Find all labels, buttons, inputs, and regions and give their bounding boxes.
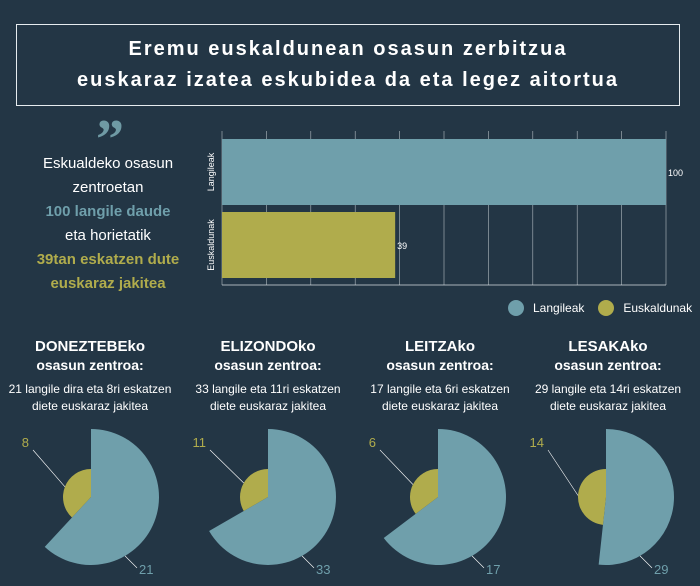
center-head-donezteb: DONEZTEBEko osasun zentroa: 21 langile d… [5,337,175,415]
bar-langileak [222,139,666,205]
pie-leader-line [639,555,653,569]
legend-item-langileak: Langileak [508,300,584,316]
center-subtitle: osasun zentroa: [36,357,144,373]
pie-leader-line [32,449,66,487]
center-desc-line-1: 17 langile eta 6ri eskatzen [370,382,510,396]
legend-label-euskaldunak: Euskaldunak [623,301,693,315]
pie-leader-line [379,449,414,485]
intro-highlight-3: euskaraz jakitea [50,275,166,292]
pie-chart-3: 17 6 [369,429,507,577]
center-subtitle: osasun zentroa: [554,357,662,373]
legend-item-euskaldunak: Euskaldunak [598,300,692,316]
center-desc: 17 langile eta 6ri eskatzen diete euskar… [355,381,525,415]
center-desc-line-2: diete euskaraz jakitea [549,399,667,413]
title-box: Eremu euskaldunean osasun zerbitzua eusk… [16,24,680,106]
intro-highlight-2: 39tan eskatzen dute [36,251,180,268]
pie-leader-line [124,555,138,569]
center-subtitle: osasun zentroa: [386,357,494,373]
pie-value-label: 8 [22,435,29,450]
pie-slice-langileak [44,429,159,565]
title-line-1: Eremu euskaldunean osasun zerbitzua [128,38,568,60]
legend-label-langileak: Langileak [533,301,585,315]
center-desc: 21 langile dira eta 8ri eskatzen diete e… [5,381,175,415]
center-head-leitza: LEITZAko osasun zentroa: 17 langile eta … [355,337,525,415]
intro-line-3: eta horietatik [65,227,151,244]
center-name: LESAKAko [568,338,648,355]
center-desc-line-2: diete euskaraz jakitea [381,399,499,413]
bar-chart: 100 Langileak 39 Euskaldunak [206,131,683,286]
pie-chart-4: 29 14 [530,429,675,577]
pie-slice-langileak [209,429,337,565]
pie-value-label: 17 [486,562,500,577]
pie-chart-1: 21 8 [22,429,159,577]
pie-slice-langileak [598,429,675,565]
pie-value-label: 33 [316,562,330,577]
pie-slice-euskaldunak [577,469,606,525]
pie-value-label: 11 [193,435,207,450]
center-head-elizondo: ELIZONDOko osasun zentroa: 33 langile et… [183,337,353,415]
legend-swatch-olive [598,300,615,316]
pie-value-label: 29 [654,562,668,577]
center-desc-line-1: 29 langile eta 14ri eskatzen [534,382,682,396]
legend-swatch-teal [508,300,524,316]
pie-slice-euskaldunak [240,469,268,511]
title-line-2: euskaraz izatea eskubidea da eta legez a… [77,69,619,91]
quote-icon: ” [96,109,124,171]
center-name: DONEZTEBEko [34,338,145,355]
intro-text: Eskualdeko osasun zentroetan 100 langile… [10,152,206,296]
pie-slice-langileak [383,429,507,565]
chart-legend: Langileak Euskaldunak [508,300,700,316]
center-desc-line-1: 21 langile dira eta 8ri eskatzen [8,382,172,396]
pie-leader-line [547,449,579,496]
pie-value-label: 21 [139,562,153,577]
pie-leader-line [471,555,485,569]
pie-chart-2: 33 11 [193,429,337,577]
pie-slice-euskaldunak [409,469,438,514]
intro-line-2: zentroetan [72,179,144,196]
intro-line-1: Eskualdeko osasun [42,155,174,172]
center-desc: 33 langile eta 11ri eskatzen diete euska… [183,381,353,415]
bar-value-label: 100 [668,168,683,178]
center-desc-line-2: diete euskaraz jakitea [31,399,149,413]
intro-highlight-1: 100 langile daude [45,203,171,220]
bar-euskaldunak [222,212,396,278]
center-name: ELIZONDOko [220,338,316,355]
center-subtitle: osasun zentroa: [214,357,322,373]
pie-slice-euskaldunak [62,469,91,518]
center-desc: 29 langile eta 14ri eskatzen diete euska… [523,381,693,415]
pie-value-label: 14 [530,435,544,450]
bar-value-label: 39 [397,241,407,251]
center-desc-line-2: diete euskaraz jakitea [209,399,327,413]
center-desc-line-1: 33 langile eta 11ri eskatzen [195,382,341,396]
pie-leader-line [209,449,244,484]
bar-category-label: Euskaldunak [206,219,216,271]
center-head-lesaka: LESAKAko osasun zentroa: 29 langile eta … [523,337,693,415]
center-name: LEITZAko [405,338,475,355]
pie-leader-line [301,555,315,569]
pie-value-label: 6 [369,435,376,450]
bar-category-label: Langileak [206,152,216,191]
